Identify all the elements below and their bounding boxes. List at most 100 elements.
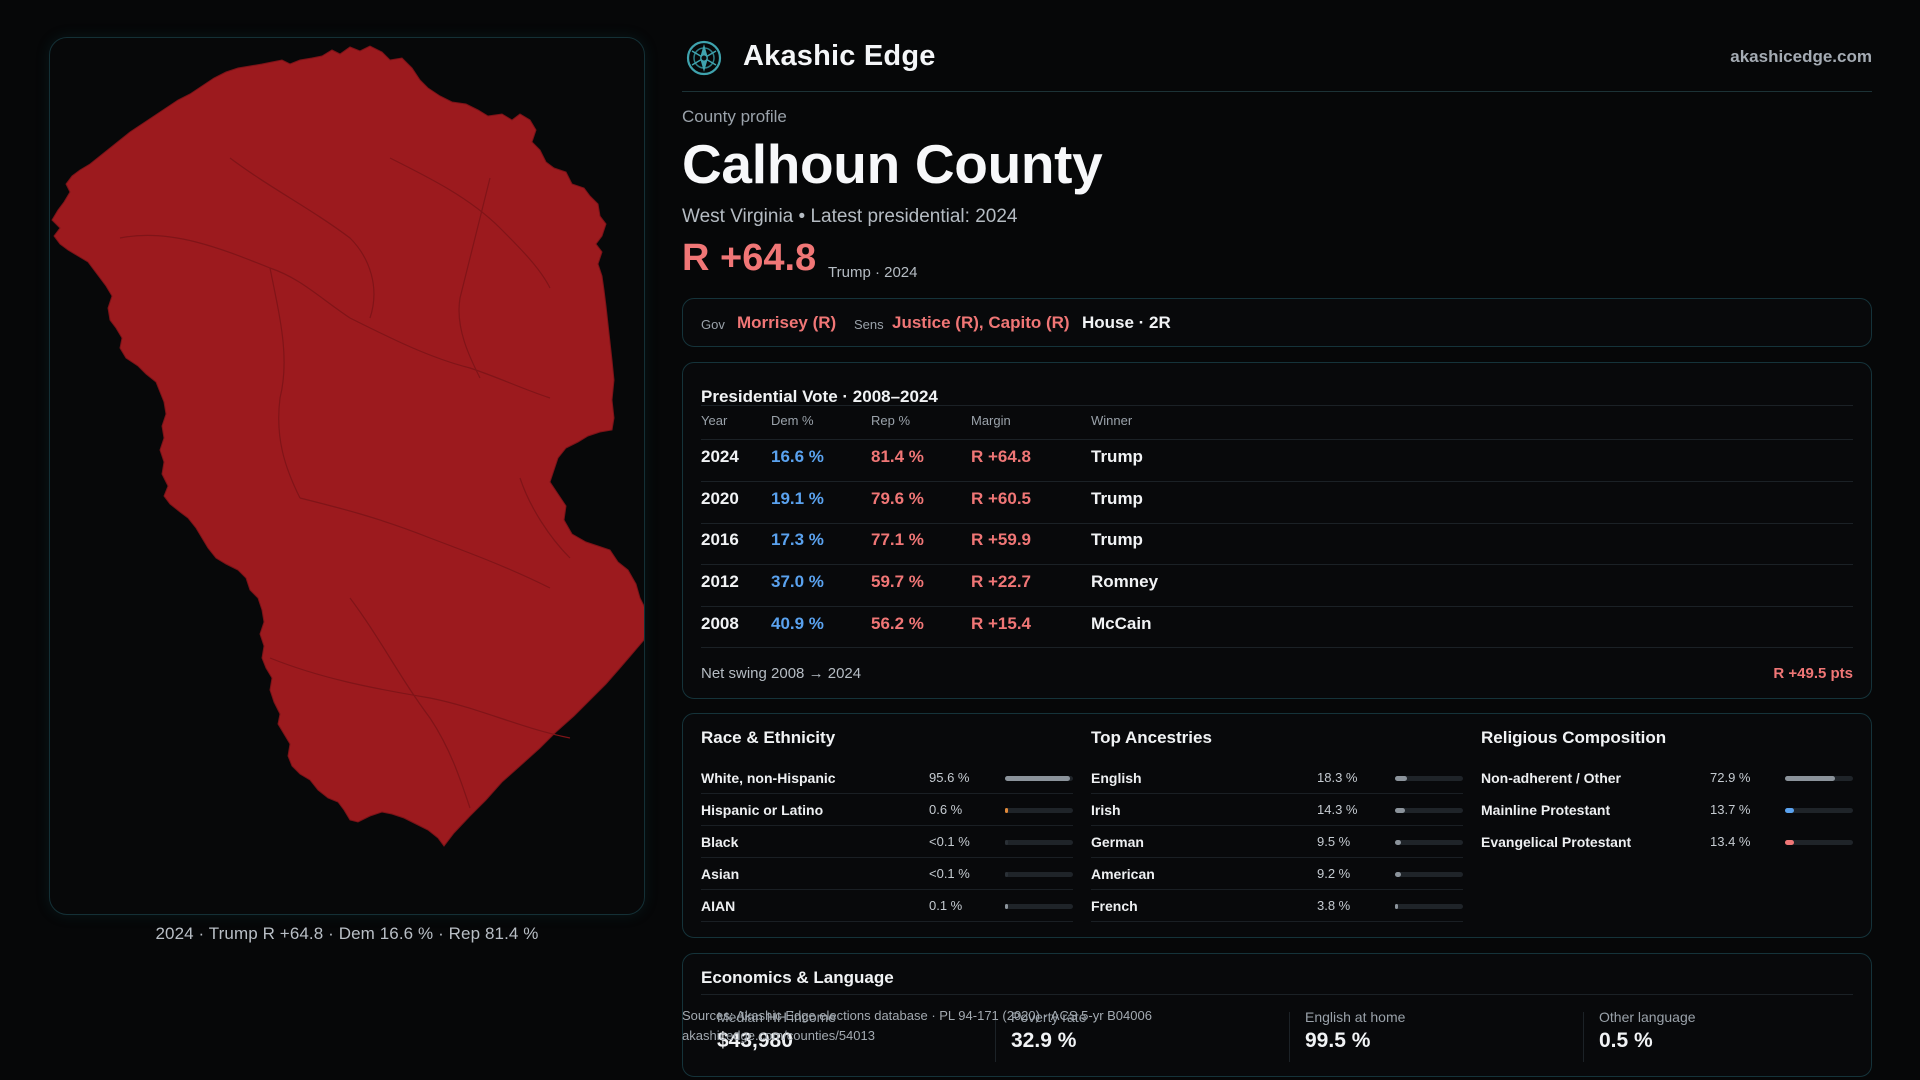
page-kicker: County profile	[682, 107, 787, 126]
list-item: Asian <0.1 %	[701, 858, 1073, 890]
list-item: Mainline Protestant 13.7 %	[1481, 794, 1853, 826]
item-pct: 95.6 %	[929, 770, 970, 785]
sens-label: Sens	[854, 317, 884, 332]
presidential-vote-card: Presidential Vote · 2008–2024 Year Dem %…	[682, 362, 1872, 699]
item-label: Black	[701, 834, 739, 850]
item-label: Asian	[701, 866, 740, 882]
share-bar-fill	[1005, 808, 1008, 813]
item-pct: 13.4 %	[1710, 834, 1751, 849]
item-pct: 13.7 %	[1710, 802, 1751, 817]
list-item: German 9.5 %	[1091, 826, 1463, 858]
share-bar	[1785, 840, 1853, 845]
race-title: Race & Ethnicity	[701, 728, 836, 747]
share-bar	[1005, 840, 1073, 845]
item-pct: 9.5 %	[1317, 834, 1351, 849]
list-item: Irish 14.3 %	[1091, 794, 1463, 826]
cell-dem: 40.9 %	[771, 614, 824, 633]
stat-value: 99.5 %	[1305, 1029, 1371, 1052]
stat-label: Other language	[1599, 1009, 1696, 1025]
item-label: French	[1091, 898, 1138, 914]
cell-rep: 59.7 %	[871, 572, 924, 591]
share-bar-fill	[1785, 808, 1795, 813]
cell-rep: 77.1 %	[871, 530, 924, 549]
brand-name: Akashic Edge	[743, 40, 936, 72]
share-bar	[1005, 904, 1073, 909]
county-map-panel	[49, 37, 645, 915]
officials-card: Gov Morrisey (R) Sens Justice (R), Capit…	[682, 298, 1872, 347]
stat-label: Poverty rate	[1011, 1009, 1087, 1025]
stat-median-income: Median HH income $43,980	[717, 1009, 987, 1069]
list-item: Hispanic or Latino 0.6 %	[701, 794, 1073, 826]
item-pct: 3.8 %	[1317, 898, 1351, 913]
list-item: English 18.3 %	[1091, 762, 1463, 794]
economics-card: Economics & Language Median HH income $4…	[682, 953, 1872, 1077]
demographics-card: Race & Ethnicity White, non-Hispanic 95.…	[682, 713, 1872, 938]
item-pct: 14.3 %	[1317, 802, 1358, 817]
cell-year: 2012	[701, 572, 739, 591]
stat-english-at-home: English at home 99.5 %	[1305, 1009, 1575, 1069]
item-label: AIAN	[701, 898, 736, 914]
race-ethnicity-section: Race & Ethnicity White, non-Hispanic 95.…	[701, 714, 1073, 939]
cell-winner: Romney	[1091, 572, 1159, 591]
cell-winner: Trump	[1091, 530, 1143, 549]
house-value: House · 2R	[1082, 313, 1171, 332]
cell-margin: R +22.7	[971, 572, 1032, 591]
brand-url-link[interactable]: akashicedge.com	[1730, 47, 1872, 66]
economics-title: Economics & Language	[701, 968, 894, 987]
cell-dem: 16.6 %	[771, 447, 824, 466]
col-header-winner: Winner	[1091, 413, 1133, 428]
sources-link[interactable]: akashicedge.com/counties/54013	[682, 1028, 875, 1043]
item-pct: 18.3 %	[1317, 770, 1358, 785]
share-bar-fill	[1785, 840, 1795, 845]
cell-rep: 81.4 %	[871, 447, 924, 466]
county-map	[51, 45, 644, 847]
cell-margin: R +64.8	[971, 447, 1032, 466]
cell-year: 2020	[701, 489, 739, 508]
stat-value: $43,980	[717, 1029, 793, 1052]
share-bar	[1005, 872, 1073, 877]
share-bar-fill	[1005, 776, 1070, 781]
item-pct: <0.1 %	[929, 834, 970, 849]
col-header-margin: Margin	[971, 413, 1011, 428]
subdivision-lines	[119, 157, 571, 809]
net-swing-label: Net swing 2008 → 2024	[701, 665, 862, 682]
cell-winner: Trump	[1091, 489, 1143, 508]
stat-label: English at home	[1305, 1009, 1406, 1025]
net-swing-value: R +49.5 pts	[1773, 665, 1853, 682]
map-caption: 2024 · Trump R +64.8 · Dem 16.6 % · Rep …	[155, 924, 539, 943]
cell-rep: 79.6 %	[871, 489, 924, 508]
item-label: English	[1091, 770, 1142, 786]
share-bar-fill	[1785, 776, 1835, 781]
cell-winner: McCain	[1091, 614, 1152, 633]
share-bar	[1005, 776, 1073, 781]
item-label: Mainline Protestant	[1481, 802, 1611, 818]
share-bar-fill	[1395, 904, 1398, 909]
cell-margin: R +15.4	[971, 614, 1032, 633]
share-bar-fill	[1395, 776, 1408, 781]
cell-margin: R +60.5	[971, 489, 1032, 508]
item-pct: 72.9 %	[1710, 770, 1751, 785]
col-header-dem: Dem %	[771, 413, 814, 428]
cell-margin: R +59.9	[971, 530, 1032, 549]
list-item: French 3.8 %	[1091, 890, 1463, 922]
stat-value: 0.5 %	[1599, 1029, 1653, 1052]
item-label: Hispanic or Latino	[701, 802, 824, 818]
item-pct: 0.6 %	[929, 802, 963, 817]
share-bar	[1785, 808, 1853, 813]
stat-label: Median HH income	[717, 1009, 837, 1025]
item-label: German	[1091, 834, 1144, 850]
page-subtitle: West Virginia • Latest presidential: 202…	[682, 206, 1018, 227]
stat-poverty-rate: Poverty rate 32.9 %	[1011, 1009, 1281, 1069]
list-item: AIAN 0.1 %	[701, 890, 1073, 922]
governor-value: Morrisey (R)	[737, 313, 837, 332]
item-label: Non-adherent / Other	[1481, 770, 1622, 786]
headline-margin-note: Trump · 2024	[828, 264, 918, 281]
share-bar	[1005, 808, 1073, 813]
item-pct: 9.2 %	[1317, 866, 1351, 881]
sources-line: Sources: Akashic Edge elections database…	[682, 1008, 1152, 1023]
share-bar-fill	[1395, 808, 1405, 813]
ancestries-section: Top Ancestries English 18.3 % Irish 14.3…	[1091, 714, 1463, 939]
cell-winner: Trump	[1091, 447, 1143, 466]
headline-margin: R +64.8	[682, 237, 817, 279]
religion-section: Religious Composition Non-adherent / Oth…	[1481, 714, 1853, 939]
